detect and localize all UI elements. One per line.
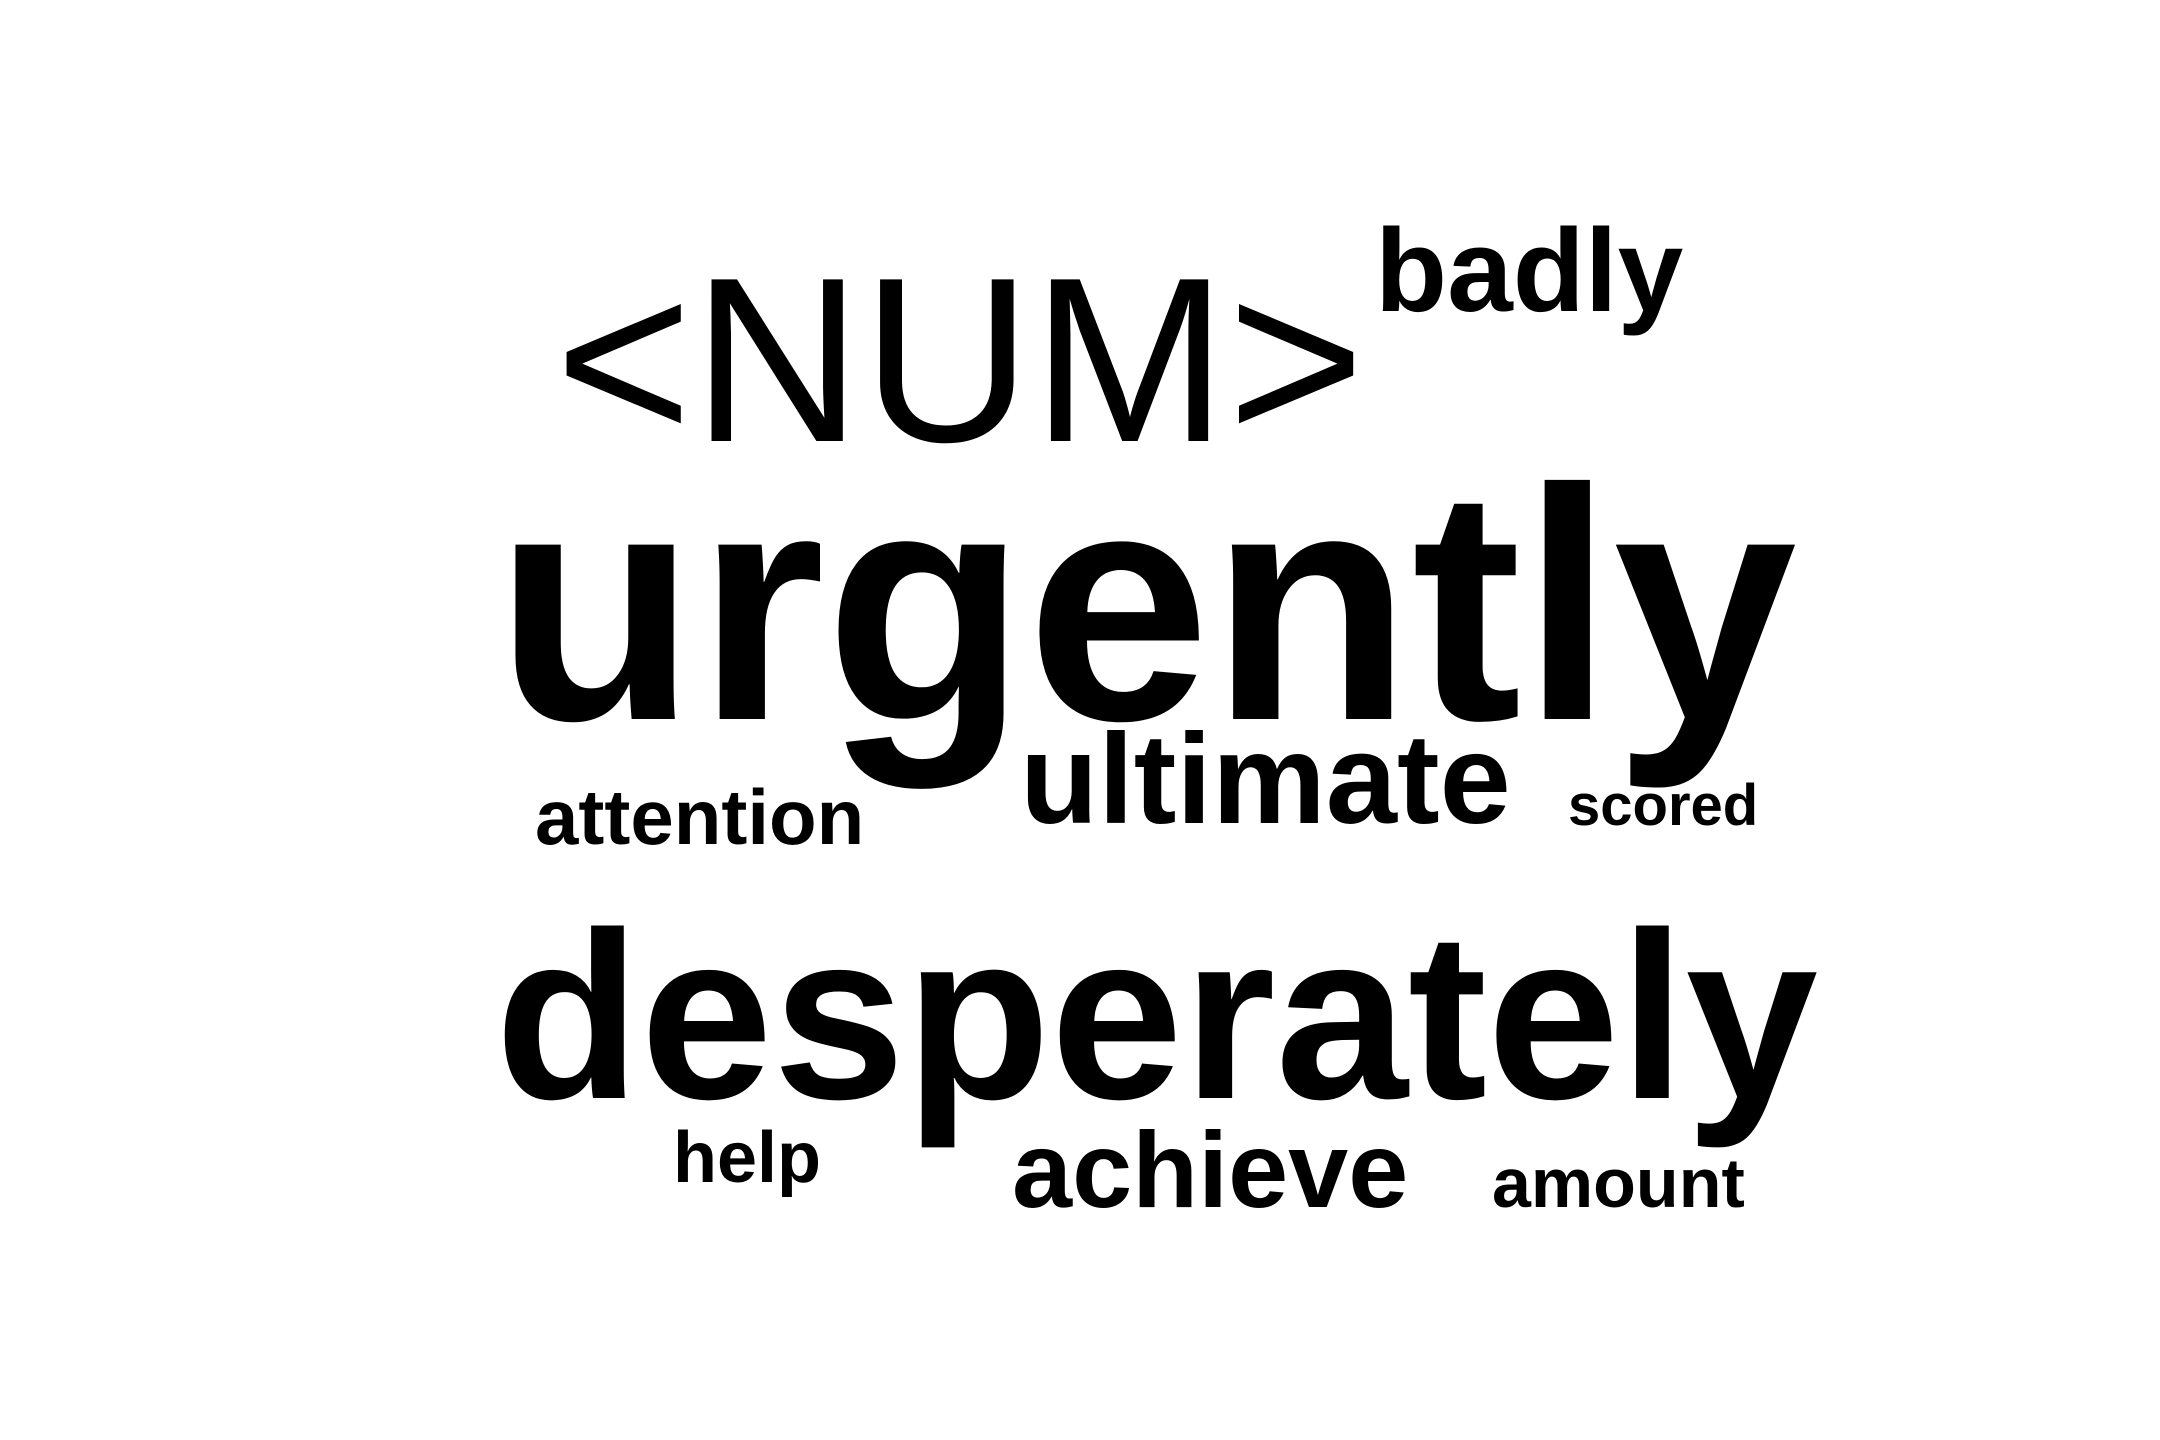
word-num: <NUM> <box>555 228 1365 491</box>
word-help: help <box>673 1118 822 1198</box>
word-attention: attention <box>535 773 865 861</box>
word-achieve: achieve <box>1012 1109 1409 1230</box>
word-urgently: urgently <box>495 420 1797 789</box>
word-badly: badly <box>1375 205 1684 337</box>
word-ultimate: ultimate <box>1020 708 1511 851</box>
word-amount: amount <box>1492 1144 1745 1222</box>
word-desperately: desperately <box>495 884 1818 1149</box>
word-scored: scored <box>1568 773 1759 838</box>
